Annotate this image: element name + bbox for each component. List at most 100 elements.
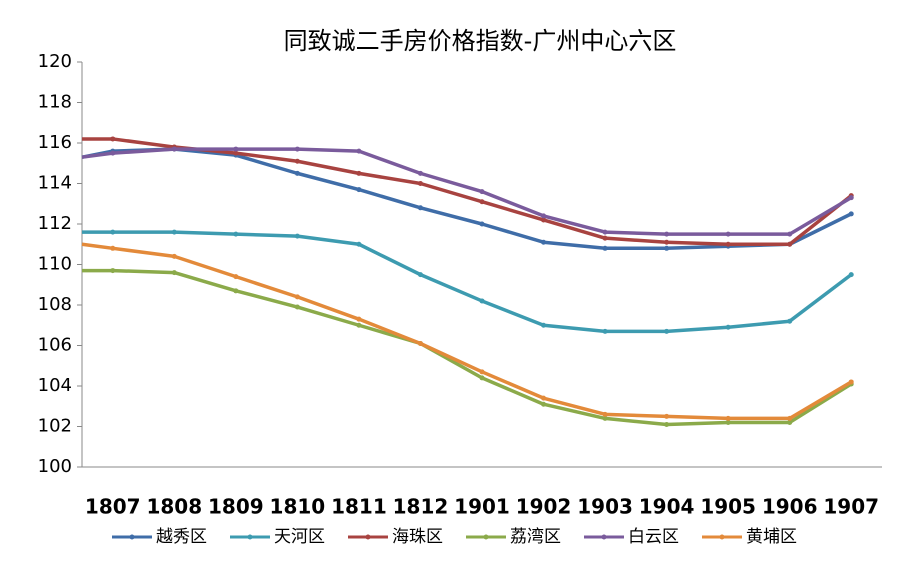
point	[725, 241, 731, 247]
point	[479, 189, 485, 195]
point	[787, 318, 793, 324]
y-tick-label: 116	[38, 132, 72, 153]
x-tick-label: 1807	[85, 495, 141, 519]
point	[110, 150, 116, 156]
point	[356, 148, 362, 154]
point	[110, 245, 116, 251]
point	[725, 415, 731, 421]
x-tick-label: 1904	[639, 495, 695, 519]
point	[479, 221, 485, 227]
point	[294, 294, 300, 300]
point	[356, 170, 362, 176]
y-tick-label: 120	[38, 51, 72, 72]
point	[848, 272, 854, 278]
y-tick-label: 112	[38, 213, 72, 234]
legend-marker	[365, 534, 371, 540]
point	[541, 213, 547, 219]
point	[787, 241, 793, 247]
point	[417, 181, 423, 186]
point	[664, 239, 670, 245]
point	[294, 170, 300, 176]
point	[602, 235, 608, 241]
point	[602, 328, 608, 334]
point	[479, 375, 485, 381]
x-tick-label: 1905	[700, 495, 756, 519]
point	[602, 245, 608, 251]
point	[171, 229, 177, 235]
legend-marker	[601, 534, 607, 540]
series-line	[82, 230, 853, 334]
point	[541, 322, 547, 328]
legend-marker	[483, 534, 489, 540]
x-tick-label: 1901	[454, 495, 510, 519]
series-line	[82, 137, 853, 246]
point	[294, 233, 300, 239]
x-tick-label: 1903	[577, 495, 633, 519]
point	[848, 379, 854, 385]
point	[602, 229, 608, 235]
legend-label: 黄埔区	[746, 527, 797, 547]
legend-marker	[129, 534, 135, 540]
point	[541, 217, 547, 223]
legend-label: 海珠区	[392, 527, 443, 547]
point	[110, 268, 116, 274]
point	[602, 415, 608, 421]
point	[725, 231, 731, 237]
point	[233, 288, 239, 294]
x-tick-label: 1808	[146, 495, 202, 519]
point	[664, 413, 670, 419]
point	[664, 421, 670, 427]
point	[541, 401, 547, 407]
x-tick-label: 1811	[331, 495, 387, 519]
point	[725, 419, 731, 425]
legend-label: 越秀区	[156, 527, 207, 547]
point	[848, 195, 854, 201]
point	[602, 411, 608, 417]
x-tick-label: 1906	[762, 495, 818, 519]
legend-label: 白云区	[628, 527, 679, 547]
point	[541, 239, 547, 245]
point	[110, 136, 116, 142]
legend-label: 荔湾区	[510, 527, 561, 547]
x-tick-label: 1809	[208, 495, 264, 519]
x-tick-label: 1810	[270, 495, 326, 519]
point	[233, 231, 239, 237]
point	[417, 205, 423, 211]
point	[233, 274, 239, 280]
point	[294, 304, 300, 310]
y-tick-label: 108	[38, 294, 72, 315]
point	[171, 146, 177, 152]
point	[848, 211, 854, 217]
point	[479, 369, 485, 375]
point	[541, 395, 547, 401]
point	[356, 241, 362, 247]
point	[479, 298, 485, 304]
point	[356, 322, 362, 328]
point	[171, 253, 177, 259]
x-tick-label: 1902	[516, 495, 572, 519]
y-tick-label: 118	[38, 92, 72, 113]
x-tick-label: 1907	[823, 495, 879, 519]
y-tick-label: 102	[38, 416, 72, 437]
point	[664, 245, 670, 251]
point	[787, 415, 793, 421]
legend-marker	[247, 534, 253, 540]
chart-title: 同致诚二手房价格指数-广州中心六区	[284, 27, 677, 55]
series-line	[82, 268, 853, 427]
y-tick-label: 114	[38, 173, 72, 194]
series-line	[81, 147, 853, 236]
point	[171, 270, 177, 276]
point	[787, 419, 793, 425]
point	[417, 272, 423, 278]
point	[664, 328, 670, 334]
point	[294, 146, 300, 152]
point	[787, 231, 793, 237]
series-line	[81, 242, 853, 421]
y-tick-label: 110	[38, 254, 72, 275]
y-tick-label: 104	[38, 375, 72, 396]
point	[356, 187, 362, 193]
point	[233, 150, 239, 156]
legend-label: 天河区	[274, 527, 325, 547]
point	[417, 170, 423, 176]
